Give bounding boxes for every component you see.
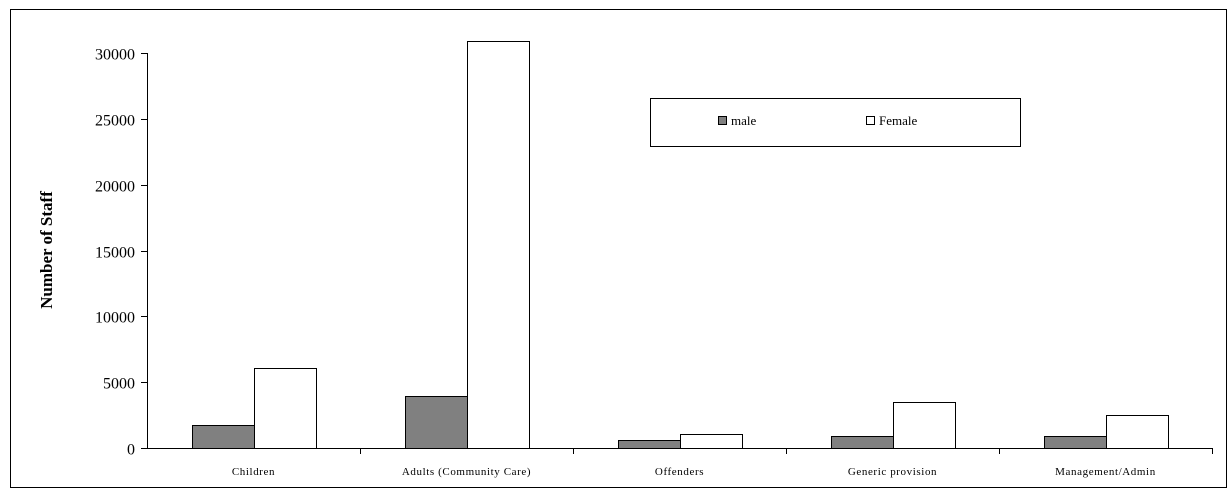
x-tick-label: Offenders (655, 466, 704, 478)
y-tick-label: 30000 (95, 47, 135, 64)
bar-female-1 (467, 41, 530, 449)
y-tick-label: 20000 (95, 179, 135, 196)
chart-border (10, 9, 1227, 488)
x-tick-label: Children (232, 466, 275, 478)
legend-label: male (731, 113, 756, 128)
x-tick-label: Generic provision (848, 466, 937, 478)
legend-swatch (718, 116, 727, 125)
legend-swatch (866, 116, 875, 125)
bar-male-2 (618, 440, 681, 449)
y-tick-label: 0 (127, 442, 135, 459)
legend-label: Female (879, 113, 917, 128)
bar-female-2 (680, 434, 743, 449)
bar-male-3 (831, 436, 894, 449)
legend-box (650, 98, 1021, 147)
bar-female-4 (1106, 415, 1169, 449)
legend: male Female (650, 98, 1021, 147)
bar-female-3 (893, 402, 956, 449)
bar-male-1 (405, 396, 468, 449)
bar-female-0 (254, 368, 317, 449)
bar-male-4 (1044, 436, 1107, 449)
y-tick-label: 5000 (103, 376, 135, 393)
y-tick-label: 15000 (95, 245, 135, 262)
y-tick-label: 25000 (95, 113, 135, 130)
y-tick-label: 10000 (95, 310, 135, 327)
y-axis-label: Number of Staff (37, 191, 56, 309)
x-tick-label: Management/Admin (1055, 466, 1156, 478)
bar-male-0 (192, 425, 255, 449)
x-tick-label: Adults (Community Care) (402, 466, 531, 478)
